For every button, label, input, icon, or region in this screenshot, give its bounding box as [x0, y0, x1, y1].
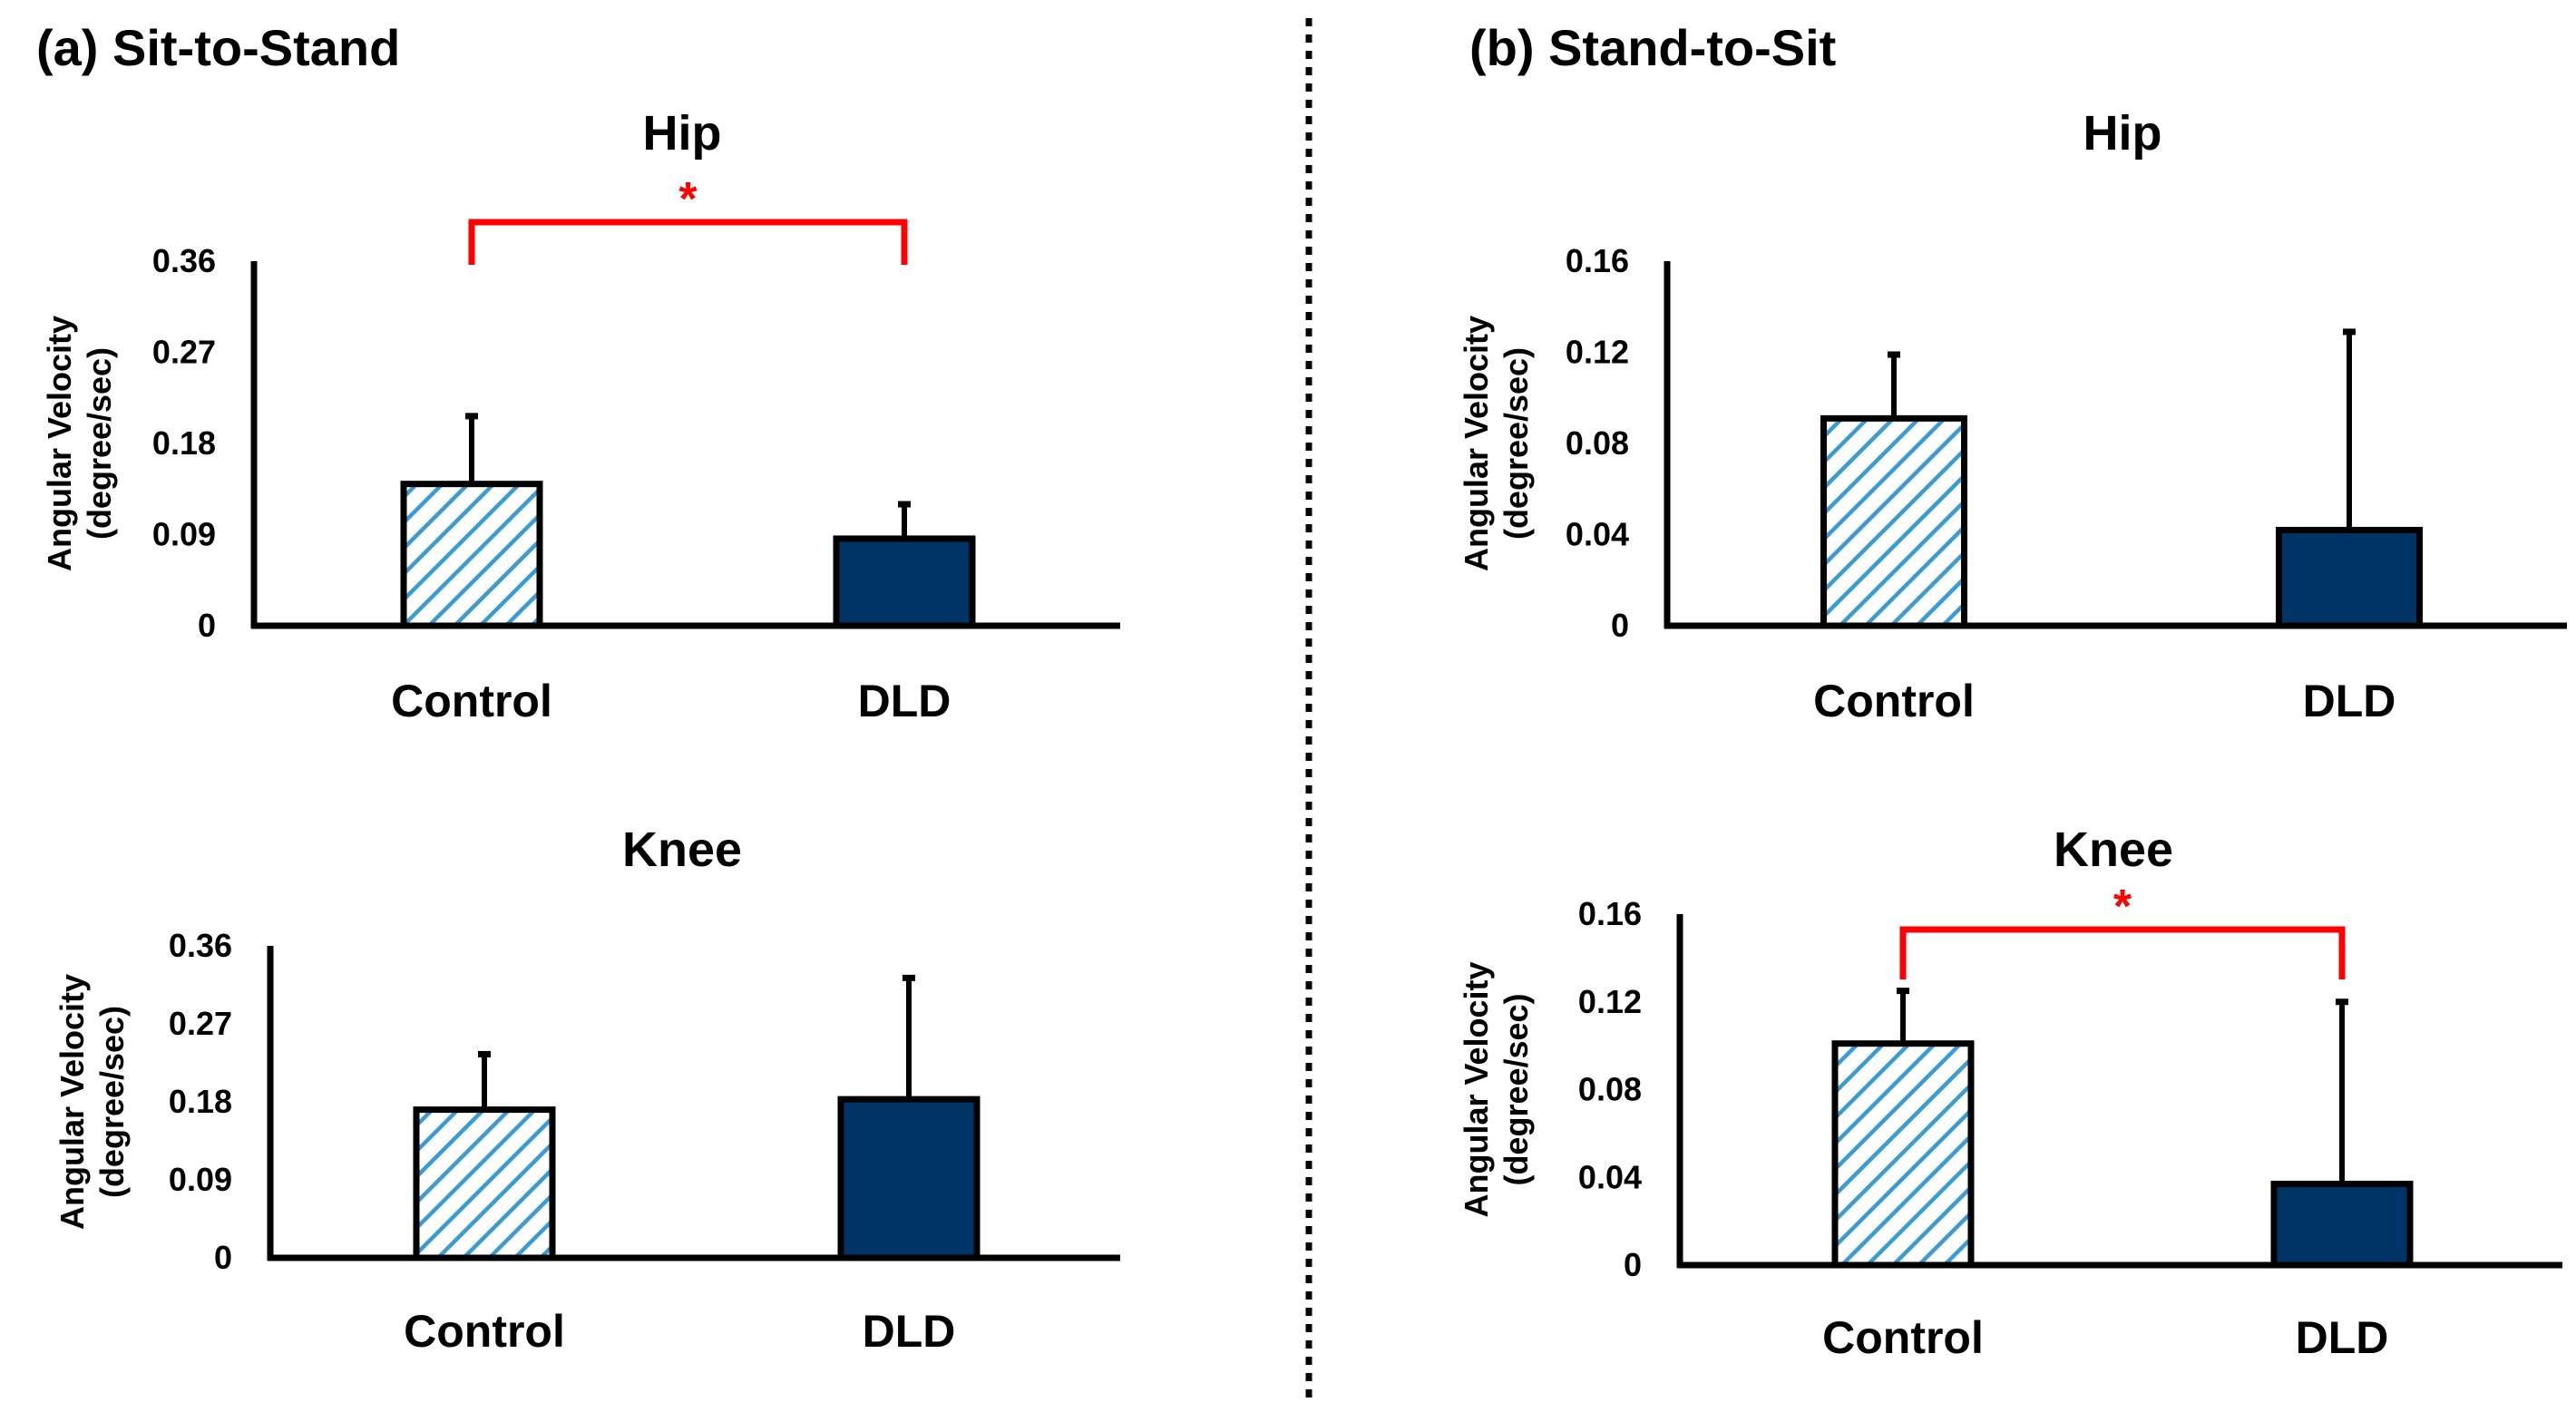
chart-title: Hip	[2083, 106, 2162, 161]
chart-0: Hip Angular Velocity(degree/sec) Control DL…	[41, 106, 1120, 726]
category-label-control: Control	[1822, 1312, 1984, 1363]
y-tick-label: 0.04	[1578, 1158, 1642, 1195]
bar-control	[1831, 1040, 1975, 1269]
y-axis-label-line1: Angular Velocity	[1458, 316, 1495, 571]
y-axis-label: Angular Velocity(degree/sec)	[54, 974, 131, 1230]
y-tick-label: 0.04	[1566, 516, 1629, 553]
y-tick-label: 0.09	[152, 516, 216, 553]
y-axis-label-line2: (degree/sec)	[93, 1006, 131, 1198]
y-tick-label: 0.12	[1578, 983, 1642, 1020]
chart-2: Hip Angular Velocity(degree/sec) Control DL…	[1458, 106, 2567, 726]
y-axis-label-line1: Angular Velocity	[1458, 961, 1495, 1217]
chart-title: Knee	[622, 823, 742, 877]
y-axis-label: Angular Velocity(degree/sec)	[41, 316, 118, 571]
y-axis-label-line1: Angular Velocity	[54, 974, 91, 1230]
category-label-dld: DLD	[2296, 1312, 2389, 1363]
significance-bracket	[1899, 926, 2346, 979]
bar-dld	[2270, 1181, 2414, 1269]
chart-title: Knee	[2054, 823, 2173, 877]
bar-control	[413, 1106, 556, 1261]
bar-dld	[837, 1096, 981, 1261]
y-axis-label: Angular Velocity(degree/sec)	[1458, 316, 1535, 571]
y-tick-label: 0.08	[1578, 1071, 1642, 1108]
chart-1: Knee Angular Velocity(degree/sec) Control D…	[54, 823, 1120, 1357]
category-label-control: Control	[1813, 676, 1975, 726]
y-tick-label: 0.08	[1566, 424, 1629, 462]
y-tick-label: 0.09	[169, 1161, 232, 1198]
category-label-control: Control	[391, 676, 552, 726]
y-tick-label: 0	[1611, 607, 1629, 644]
chart-title: Hip	[643, 106, 722, 161]
y-tick-label: 0.27	[152, 334, 216, 371]
significance-star: *	[2113, 881, 2132, 933]
bar-control	[1820, 414, 1967, 629]
y-tick-label: 0	[198, 607, 216, 644]
category-label-dld: DLD	[863, 1306, 956, 1357]
panel-label-a: (a) Sit-to-Stand	[36, 19, 400, 76]
y-axis-label-line2: (degree/sec)	[81, 347, 118, 540]
y-tick-label: 0.36	[169, 927, 232, 964]
y-tick-label: 0.18	[152, 424, 216, 462]
bar-dld	[833, 535, 976, 629]
y-tick-label: 0.27	[169, 1005, 232, 1042]
category-label-dld: DLD	[858, 676, 951, 726]
bar-control	[400, 481, 543, 629]
significance-star: *	[678, 173, 698, 226]
category-label-control: Control	[404, 1306, 565, 1357]
panel-label-b: (b) Stand-to-Sit	[1469, 19, 1836, 76]
y-tick-label: 0.16	[1566, 242, 1629, 279]
y-tick-label: 0.36	[152, 242, 216, 279]
y-tick-label: 0	[214, 1239, 232, 1276]
significance-bracket	[468, 219, 908, 265]
y-axis-label-line2: (degree/sec)	[1498, 347, 1535, 540]
bar-dld	[2276, 526, 2423, 629]
y-tick-label: 0.18	[169, 1083, 232, 1120]
y-axis-label-line1: Angular Velocity	[41, 316, 78, 571]
y-tick-label: 0.16	[1578, 895, 1642, 932]
y-tick-label: 0	[1624, 1246, 1642, 1283]
category-label-dld: DLD	[2303, 676, 2396, 726]
y-axis-label: Angular Velocity(degree/sec)	[1458, 961, 1535, 1217]
y-tick-label: 0.12	[1566, 334, 1629, 371]
chart-3: Knee Angular Velocity(degree/sec) Control D…	[1458, 823, 2562, 1363]
y-axis-label-line2: (degree/sec)	[1498, 993, 1535, 1185]
